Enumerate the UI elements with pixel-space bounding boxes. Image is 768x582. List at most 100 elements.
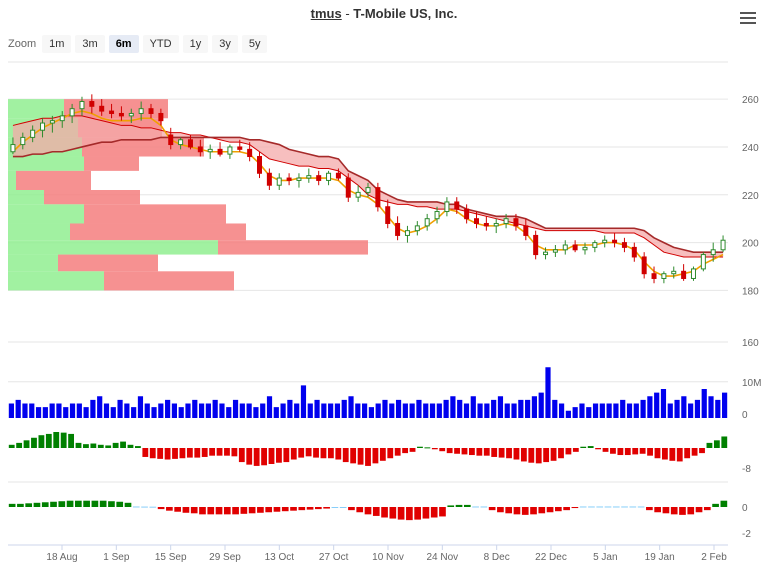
- volume-profile-up-bar: [8, 156, 84, 171]
- volume-bar: [171, 403, 178, 418]
- macd-bar: [676, 448, 683, 462]
- macd-bar: [120, 441, 126, 448]
- candle-body: [158, 112, 164, 122]
- volume-profile-up-bar: [8, 99, 64, 119]
- oscillator-bar: [75, 500, 82, 507]
- candle-body: [187, 139, 193, 148]
- macd-bar: [617, 448, 624, 456]
- macd-bar: [550, 448, 557, 461]
- volume-bar: [42, 407, 48, 418]
- zoom-3y-button[interactable]: 3y: [212, 35, 238, 53]
- volume-profile-down-bar: [70, 223, 246, 241]
- oscillator-bar: [720, 500, 728, 507]
- oscillator-bar: [406, 507, 413, 521]
- volume-bar: [124, 403, 130, 418]
- macd-bar: [684, 448, 691, 459]
- macd-bar: [276, 448, 282, 463]
- volume-profile-down-bar: [218, 240, 368, 255]
- candle-body: [464, 208, 470, 220]
- candle-body: [197, 146, 203, 153]
- oscillator-histogram: [8, 500, 728, 521]
- volume-bar: [640, 399, 646, 418]
- volume-bar: [117, 399, 123, 418]
- volume-bar: [294, 403, 300, 418]
- company-name: T-Mobile US, Inc.: [353, 6, 458, 21]
- zoom-1m-button[interactable]: 1m: [42, 35, 72, 53]
- macd-bar: [246, 448, 253, 465]
- candle-body: [355, 191, 361, 198]
- volume-bar: [232, 399, 239, 418]
- candle-body: [572, 244, 578, 251]
- zoom-ytd-button[interactable]: YTD: [142, 35, 179, 53]
- macd-bar: [335, 448, 342, 460]
- volume-bar: [613, 403, 619, 418]
- volume-bar: [389, 403, 395, 418]
- candle-body: [681, 270, 687, 279]
- ticker-symbol[interactable]: tmus: [310, 6, 342, 21]
- volume-bar: [253, 407, 259, 418]
- oscillator-bar: [422, 507, 430, 519]
- volume-bar: [348, 396, 354, 418]
- volume-bar: [552, 399, 558, 418]
- oscillator-bar: [588, 506, 595, 508]
- zoom-3m-button[interactable]: 3m: [75, 35, 105, 53]
- macd-bar: [624, 448, 631, 456]
- macd-bar: [587, 446, 594, 448]
- volume-profile-down-bar: [84, 204, 226, 224]
- macd-bar: [632, 448, 639, 455]
- macd-bar: [365, 448, 371, 466]
- volume-bar: [239, 403, 245, 418]
- volume-profile-down-bar: [58, 254, 158, 272]
- oscillator-bar: [488, 507, 496, 511]
- macd-bar: [83, 444, 89, 448]
- volume-bar: [681, 396, 687, 418]
- macd-bar: [53, 432, 60, 448]
- osc-tick-label: 0: [742, 503, 748, 514]
- oscillator-bar: [339, 507, 347, 508]
- hamburger-menu-icon[interactable]: [740, 12, 756, 26]
- volume-bar: [22, 403, 28, 418]
- volume-bar: [722, 392, 728, 418]
- title-separator: -: [341, 6, 354, 21]
- oscillator-bar: [157, 507, 165, 510]
- oscillator-bar: [149, 506, 157, 508]
- macd-bar: [431, 448, 438, 450]
- macd-bar: [224, 448, 230, 456]
- oscillator-bar: [257, 507, 264, 513]
- zoom-selector: Zoom 1m 3m 6m YTD 1y 3y 5y: [8, 34, 271, 54]
- zoom-6m-button[interactable]: 6m: [108, 35, 139, 53]
- oscillator-bar: [66, 500, 74, 507]
- candle-body: [326, 172, 332, 181]
- oscillator-bar: [323, 507, 330, 509]
- oscillator-bar: [521, 507, 529, 515]
- candle-body: [641, 256, 647, 275]
- macd-tick-label: -8: [742, 464, 751, 475]
- oscillator-bar: [356, 507, 364, 513]
- zoom-5y-button[interactable]: 5y: [241, 35, 268, 53]
- oscillator-bar: [463, 504, 471, 507]
- kijun-line: [12, 136, 724, 253]
- volume-bar: [511, 403, 517, 418]
- zoom-1y-button[interactable]: 1y: [182, 35, 209, 53]
- price-tick-label: 240: [742, 143, 759, 154]
- candle-body: [306, 175, 312, 179]
- oscillator-bar: [389, 507, 397, 519]
- candle-body: [30, 129, 36, 138]
- oscillator-bar: [430, 507, 438, 518]
- volume-bar: [701, 389, 707, 418]
- oscillator-bar: [298, 507, 306, 511]
- volume-bar: [300, 385, 307, 418]
- candle-body: [612, 239, 618, 244]
- oscillator-bar: [281, 507, 289, 512]
- volume-bar: [606, 403, 612, 418]
- volume-bar: [586, 407, 592, 418]
- volume-bar: [660, 389, 667, 418]
- volume-profile-up-bar: [8, 271, 104, 291]
- macd-bar: [157, 448, 164, 459]
- x-tick-label: 24 Nov: [426, 552, 458, 563]
- oscillator-bar: [703, 507, 711, 511]
- macd-bar: [90, 443, 97, 448]
- macd-bar: [290, 448, 297, 460]
- volume-bar: [49, 403, 55, 418]
- volume-bar: [341, 399, 347, 418]
